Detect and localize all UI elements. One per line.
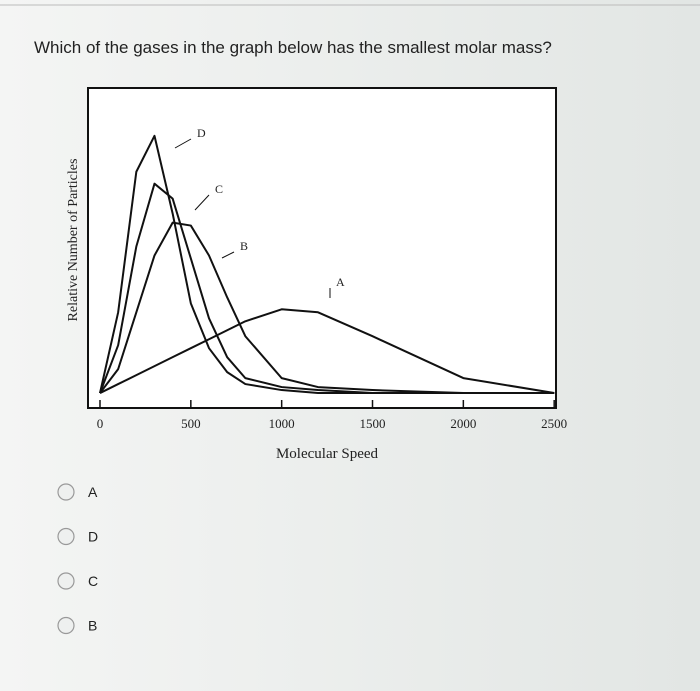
option-label[interactable]: A [88, 484, 98, 500]
series-line [99, 308, 555, 395]
series-label: A [336, 275, 345, 289]
series-label: D [197, 126, 206, 140]
y-axis-label: Relative Number of Particles [66, 159, 81, 322]
option-label[interactable]: B [88, 618, 97, 634]
x-tick-label: 500 [181, 416, 201, 431]
option-label[interactable]: D [88, 529, 98, 545]
x-tick-label: 0 [97, 416, 104, 431]
x-tick-label: 2000 [450, 416, 476, 431]
radio-button[interactable] [57, 527, 75, 546]
radio-button[interactable] [57, 616, 75, 635]
series-label: C [215, 182, 223, 196]
x-tick-label: 1500 [360, 416, 386, 431]
x-tick-label: 1000 [269, 416, 295, 431]
label-leader [194, 194, 210, 211]
series-label: B [240, 239, 248, 253]
options: A D C B [57, 483, 98, 635]
series-line [99, 221, 555, 395]
series-line [99, 182, 555, 395]
plot-box [87, 87, 557, 409]
option-label[interactable]: C [88, 573, 98, 589]
x-axis-label: Molecular Speed [276, 446, 379, 462]
question: Which of the gases in the graph below ha… [34, 38, 552, 57]
radio-button[interactable] [57, 572, 75, 590]
label-leader [221, 251, 235, 259]
radio-button[interactable] [57, 483, 75, 501]
label-leader [174, 138, 192, 149]
x-tick-label: 2500 [541, 416, 567, 431]
